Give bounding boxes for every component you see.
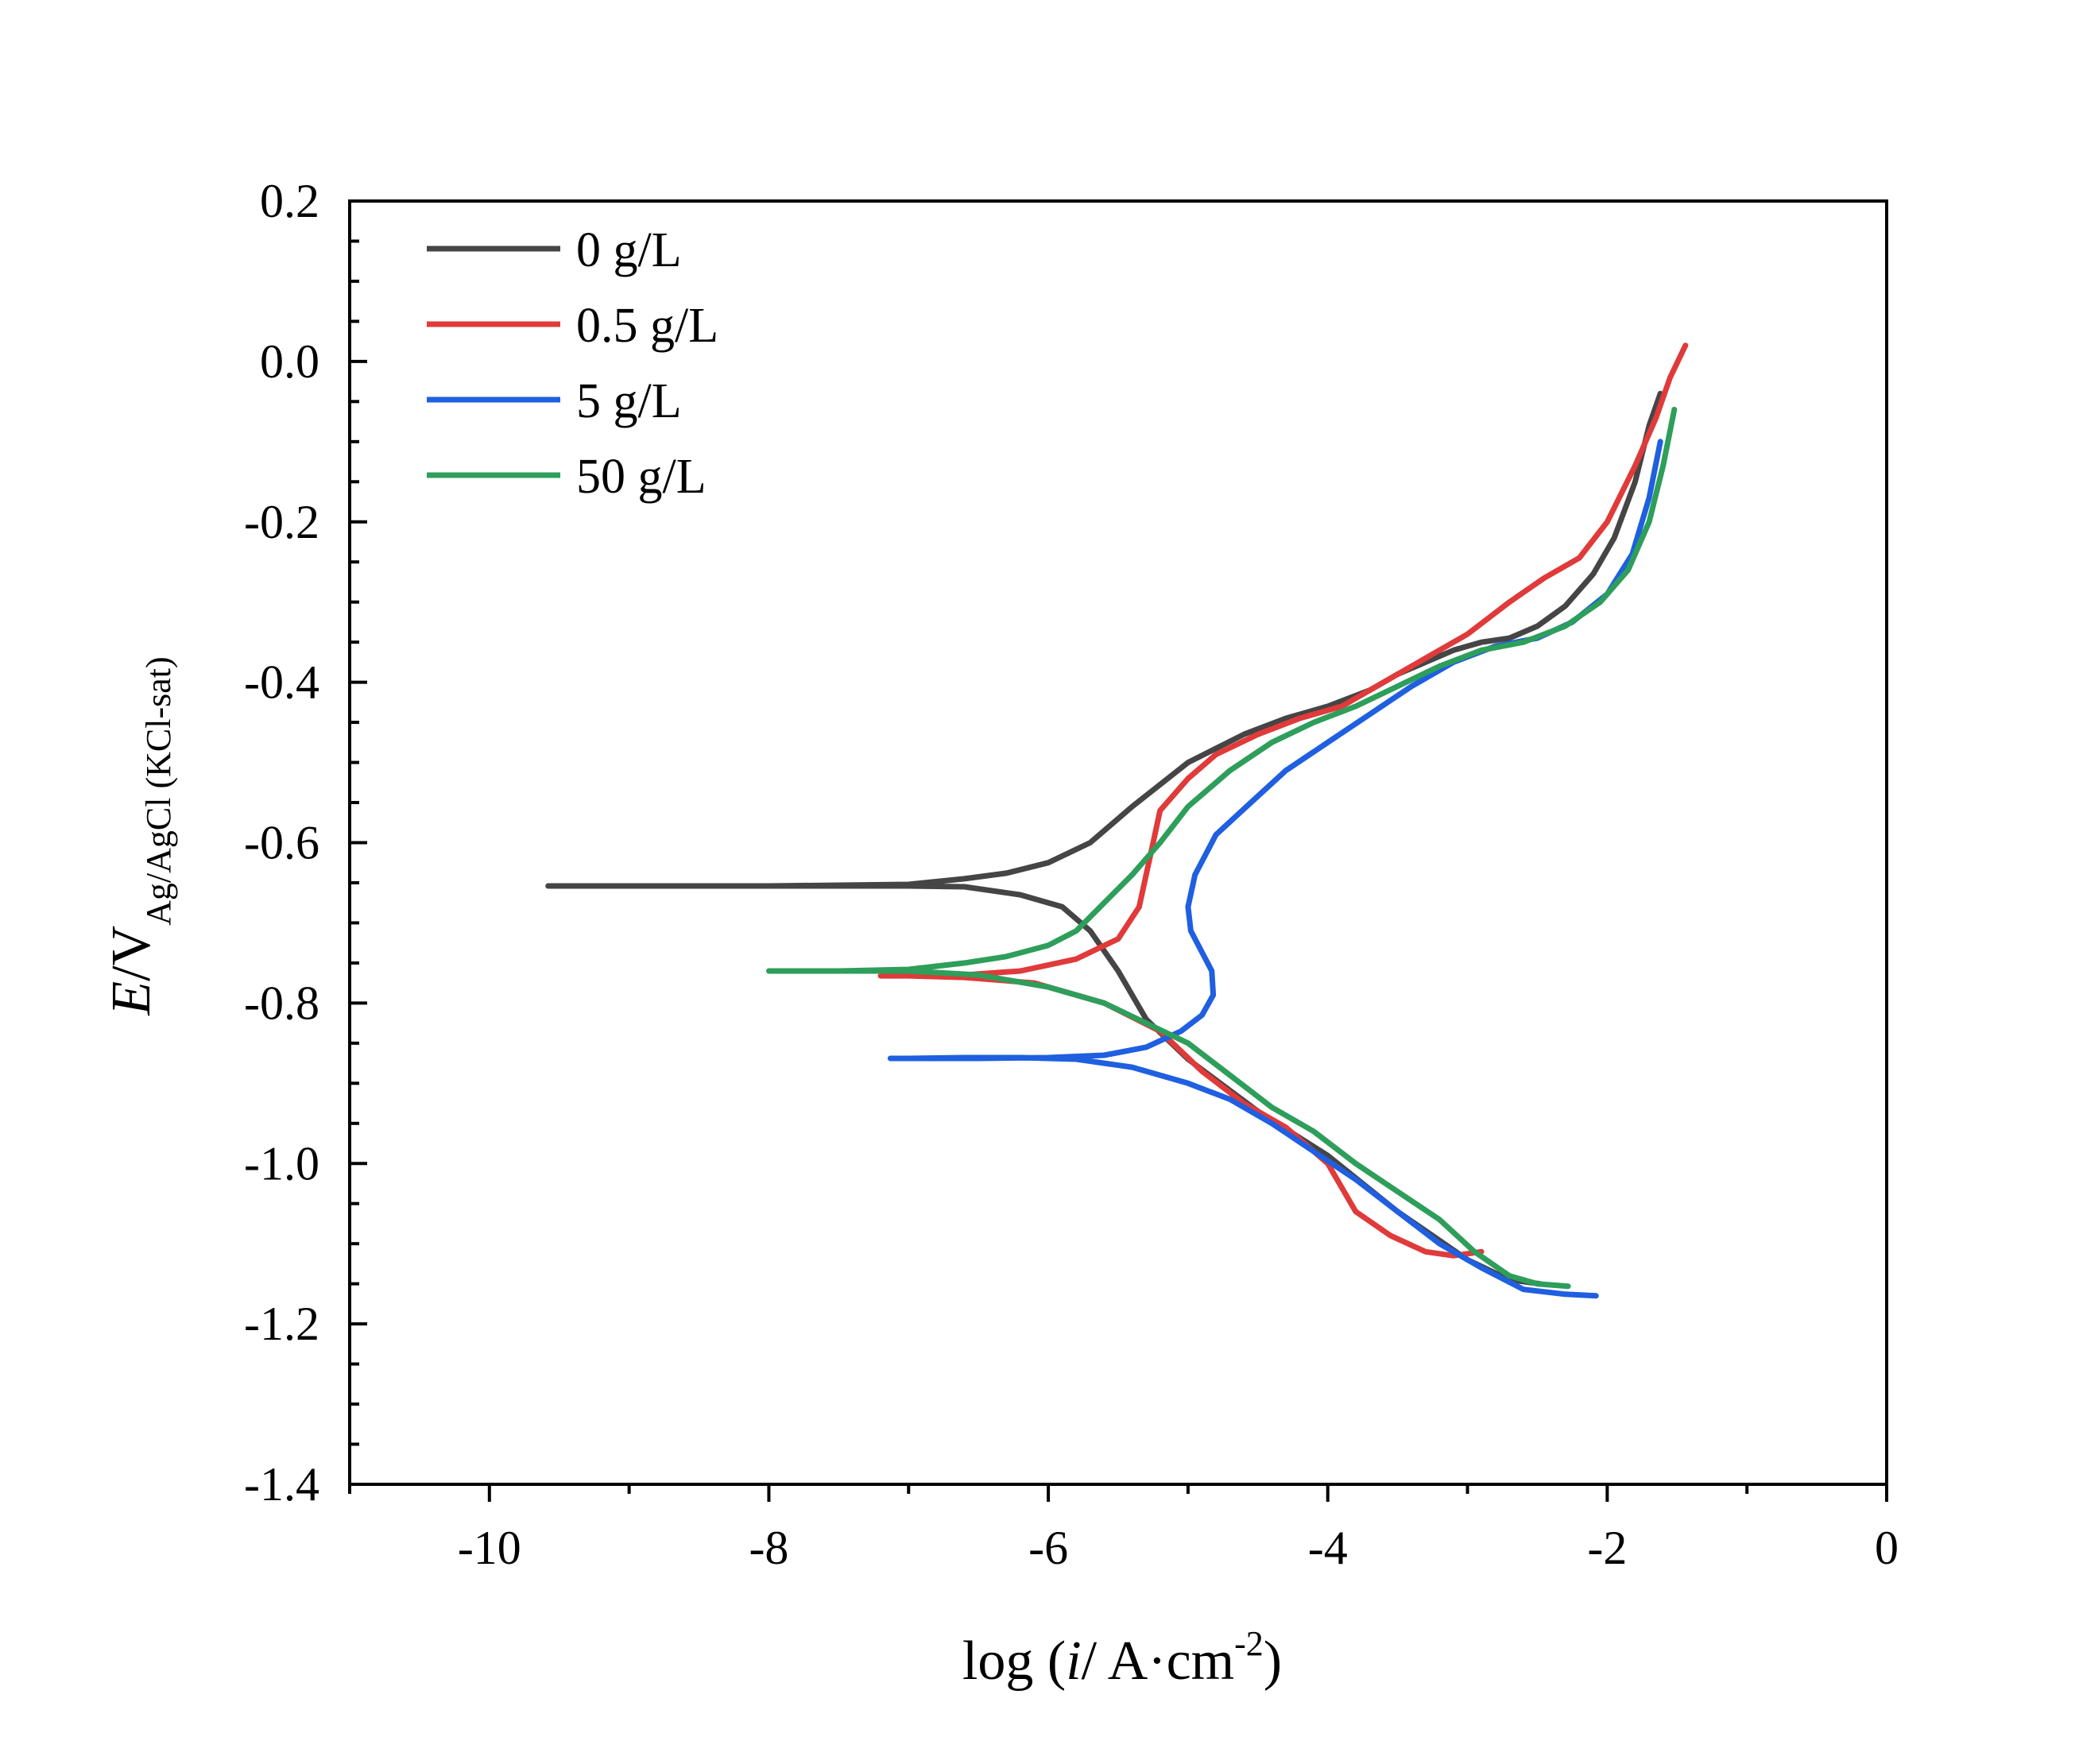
- legend-label: 50 g/L: [576, 450, 707, 504]
- x-tick-label: -10: [458, 1522, 521, 1574]
- y-tick-label: -1.0: [244, 1137, 319, 1190]
- x-tick-label: -4: [1308, 1522, 1348, 1574]
- y-tick-label: -1.2: [244, 1298, 319, 1350]
- x-axis-title-prefix: log (: [962, 1631, 1066, 1692]
- x-axis-title-suffix: ): [1264, 1631, 1282, 1692]
- x-tick-label: -8: [749, 1522, 788, 1574]
- series-layer: [545, 342, 1689, 1299]
- y-tick-label: -0.6: [244, 817, 319, 869]
- y-axis-title-variable: E: [101, 981, 162, 1016]
- x-axis-title-superscript: -2: [1234, 1624, 1264, 1663]
- series-line-1: [877, 342, 1689, 1259]
- y-tick-label: 0.2: [260, 175, 319, 227]
- legend-label: 5 g/L: [576, 374, 682, 428]
- x-tick-label: 0: [1875, 1522, 1899, 1574]
- x-tick-label: -6: [1028, 1522, 1068, 1574]
- labels-layer: -10 -8 -6 -4 -2 0 0.2 0.0 -0.2 -0.4 -0.6 -0.8 -1.0 -1…: [244, 175, 1899, 1574]
- y-axis-title: E/VAg/AgCl (KCl-sat): [101, 656, 178, 1015]
- y-tick-label: -0.4: [244, 656, 319, 709]
- x-tick-label: -2: [1587, 1522, 1627, 1574]
- x-axis-title: log (i/ A·cm-2): [962, 1624, 1282, 1692]
- y-tick-label: -1.4: [244, 1458, 319, 1511]
- legend-label: 0 g/L: [576, 223, 682, 277]
- y-tick-label: -0.2: [244, 496, 319, 548]
- y-axis-title-unit: /V: [101, 926, 162, 981]
- legend-label: 0.5 g/L: [576, 299, 718, 353]
- series-line-3: [766, 406, 1678, 1290]
- plot-frame: [348, 199, 1888, 1486]
- x-axis-title-variable: i: [1066, 1631, 1081, 1692]
- legend: 0 g/L 0.5 g/L 5 g/L 50 g/L: [427, 223, 718, 504]
- y-axis-title-subscript: Ag/AgCl (KCl-sat): [139, 656, 178, 926]
- x-axis-title-unit: / A·cm: [1082, 1631, 1234, 1692]
- y-tick-label: -0.8: [244, 977, 319, 1029]
- y-tick-label: 0.0: [260, 335, 319, 388]
